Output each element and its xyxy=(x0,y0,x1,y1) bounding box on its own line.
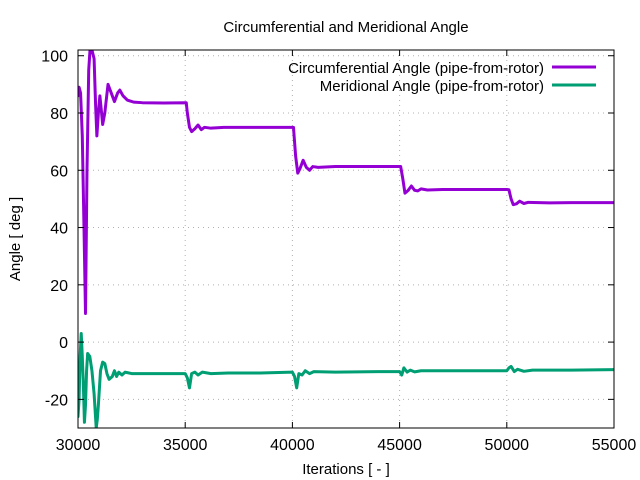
legend-label-circumferential: Circumferential Angle (pipe-from-rotor) xyxy=(288,60,544,77)
x-tick-label: 55000 xyxy=(592,437,637,454)
grid xyxy=(78,50,614,428)
chart-title: Circumferential and Meridional Angle xyxy=(223,19,468,36)
y-tick-label: 60 xyxy=(50,163,68,180)
x-tick-label: 35000 xyxy=(163,437,208,454)
y-tick-label: 20 xyxy=(50,278,68,295)
x-tick-label: 50000 xyxy=(485,437,530,454)
y-tick-label: 100 xyxy=(41,49,68,66)
plot-frame xyxy=(77,49,615,429)
series-line-circumferential xyxy=(78,50,614,315)
x-tick-label: 30000 xyxy=(56,437,101,454)
y-tick-label: -20 xyxy=(45,392,68,409)
y-tick-label: 0 xyxy=(59,335,68,352)
legend: Circumferential Angle (pipe-from-rotor) … xyxy=(288,60,596,95)
y-tick-label: 80 xyxy=(50,106,68,123)
axis-ticks: 30000 35000 40000 45000 50000 55000 -20 0 20 40 60… xyxy=(41,49,636,454)
series-layer xyxy=(78,50,614,428)
y-axis-title: Angle [ deg ] xyxy=(7,197,24,281)
y-tick-label: 40 xyxy=(50,221,68,238)
legend-label-meridional: Meridional Angle (pipe-from-rotor) xyxy=(320,78,544,95)
series-line-meridional xyxy=(78,332,614,428)
x-axis-title: Iterations [ - ] xyxy=(302,461,390,478)
x-tick-label: 45000 xyxy=(377,437,422,454)
x-tick-label: 40000 xyxy=(270,437,315,454)
